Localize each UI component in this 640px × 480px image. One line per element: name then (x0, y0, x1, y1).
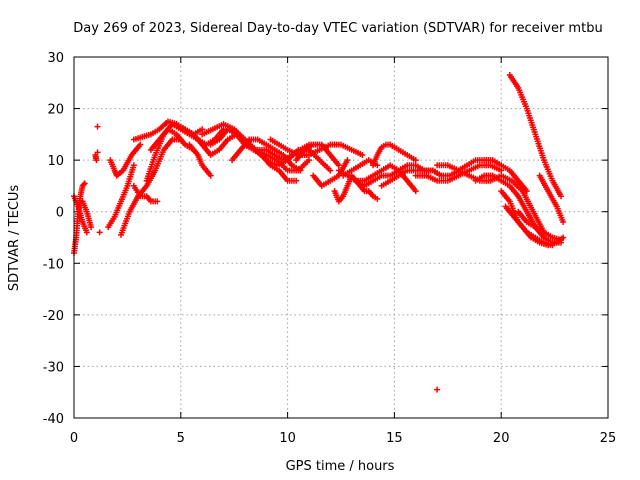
y-tick-label: -10 (43, 257, 64, 272)
y-tick-label: -30 (43, 360, 64, 375)
x-tick-label: 25 (600, 431, 617, 446)
series-arc-32 (502, 203, 567, 249)
x-tick-label: 5 (177, 431, 185, 446)
grid (74, 57, 608, 418)
x-tick-label: 15 (386, 431, 403, 446)
y-tick-label: 0 (56, 206, 64, 221)
data-point (335, 162, 342, 169)
data-point (154, 198, 161, 205)
y-tick-label: 10 (47, 154, 64, 169)
series-arc-25 (370, 141, 419, 169)
data-point (558, 193, 565, 200)
x-axis-label: GPS time / hours (286, 459, 395, 474)
series-arc-3 (79, 198, 95, 231)
series-arc-21 (310, 157, 351, 189)
data-point (199, 126, 206, 133)
series-arc-12 (182, 126, 240, 158)
data-point (93, 157, 100, 164)
series-arc-8 (130, 182, 161, 205)
data-point (94, 149, 101, 156)
data-point (412, 157, 419, 164)
data-point (558, 237, 565, 244)
y-tick-label: 30 (47, 51, 64, 66)
data-point (305, 157, 312, 164)
data-point (412, 188, 419, 195)
x-tick-label: 0 (70, 431, 78, 446)
data-point (327, 167, 334, 174)
data-point (293, 177, 300, 184)
data-point (88, 224, 95, 231)
data-point (137, 141, 144, 148)
series-arc-2 (71, 193, 90, 236)
y-tick-label: -20 (43, 309, 64, 324)
data-point (207, 172, 214, 179)
data-point (94, 123, 101, 130)
series-arc-13 (186, 141, 214, 179)
data-point (130, 162, 137, 169)
series-arc-29 (434, 162, 547, 236)
series-arc-28 (412, 162, 505, 184)
series-arc-34 (536, 172, 567, 226)
series-arc-5 (107, 141, 144, 179)
plot-frame (73, 56, 609, 419)
data-point (359, 151, 366, 158)
x-tick-label: 20 (493, 431, 510, 446)
data-point (434, 386, 441, 393)
data-point (83, 229, 90, 236)
x-tick-label: 10 (279, 431, 296, 446)
series-outliers (94, 123, 441, 393)
series-arc-30 (472, 172, 565, 246)
series-arc-20 (293, 141, 342, 169)
series-arc-4 (92, 151, 100, 164)
chart-title: Day 269 of 2023, Sidereal Day-to-day VTE… (73, 21, 602, 36)
data-point (344, 157, 351, 164)
data-point (560, 219, 567, 226)
y-tick-label: -40 (43, 412, 64, 427)
series-arc-33 (506, 72, 565, 200)
y-axis-label: SDTVAR / TECUs (7, 185, 22, 292)
series-arc-35 (515, 208, 565, 244)
data-points (71, 72, 567, 393)
data-point (81, 180, 88, 187)
data-point (297, 167, 304, 174)
data-point (374, 195, 381, 202)
data-point (498, 167, 505, 174)
data-point (96, 229, 103, 236)
y-tick-label: 20 (47, 103, 64, 118)
series-arc-6 (105, 162, 137, 231)
